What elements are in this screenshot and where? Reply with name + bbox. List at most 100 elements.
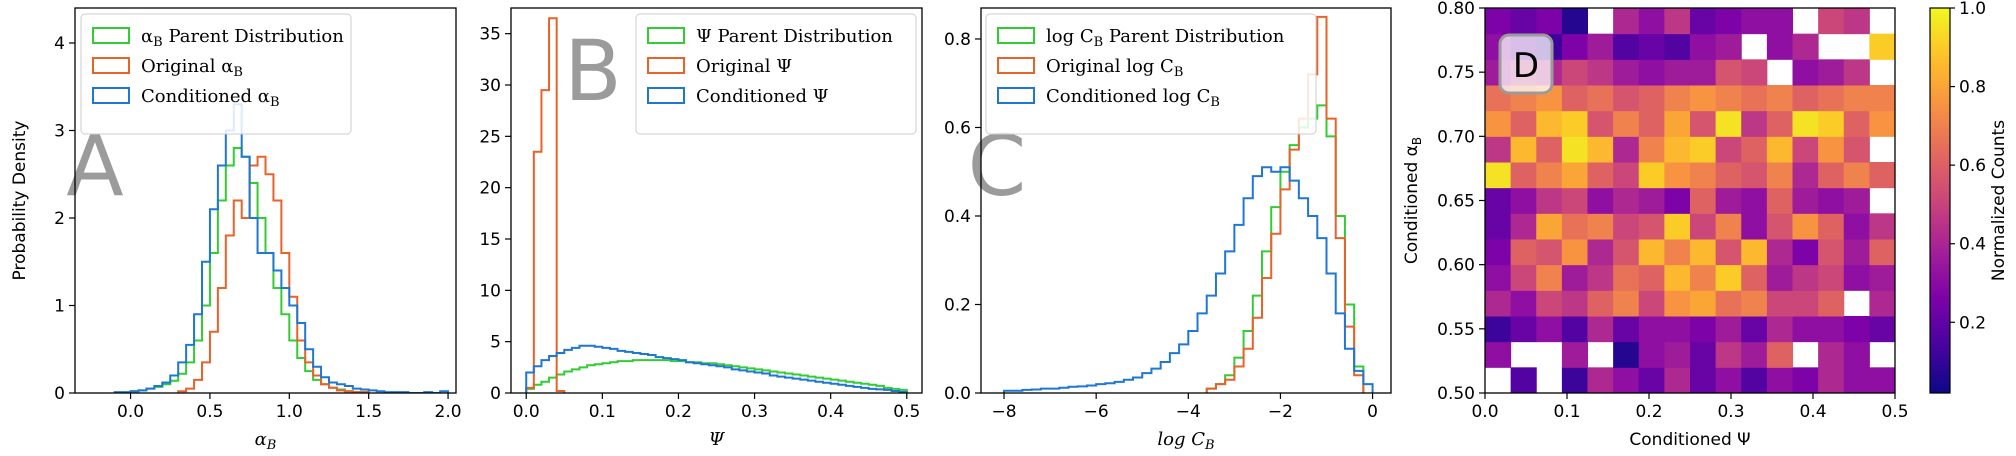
heatmap-cell (1587, 367, 1614, 394)
heatmap-cell (1818, 290, 1845, 317)
histogram-series (525, 359, 908, 393)
heatmap-cell (1741, 85, 1768, 112)
legend-entry: Conditioned αB​ (141, 86, 280, 110)
heatmap-cell (1664, 59, 1691, 86)
heatmap-cell (1690, 110, 1717, 137)
heatmap-cell (1792, 85, 1819, 112)
heatmap-cell (1664, 162, 1691, 189)
heatmap-cell (1792, 367, 1819, 394)
panel-letter-badge (1498, 33, 1554, 95)
heatmap-cell (1766, 136, 1793, 163)
heatmap-cell (1561, 110, 1588, 137)
heatmap-cell (1561, 213, 1588, 240)
heatmap-cell (1766, 316, 1793, 343)
heatmap-cell (1869, 367, 1896, 394)
heatmap-cell (1792, 59, 1819, 86)
legend-entry: Conditioned Ψ (696, 86, 829, 107)
y-axis-label: Probability Density (10, 121, 30, 281)
heatmap-cell (1766, 341, 1793, 368)
heatmap-cell (1613, 162, 1640, 189)
heatmap-cell (1638, 341, 1665, 368)
legend (635, 13, 917, 135)
heatmap-cell (1690, 290, 1717, 317)
heatmap-cell (1638, 187, 1665, 214)
histogram-series (1003, 166, 1374, 393)
heatmap-cell (1792, 213, 1819, 240)
heatmap-cell (1638, 162, 1665, 189)
heatmap-cell (1766, 264, 1793, 291)
x-tick-label: 0.3 (741, 402, 768, 422)
heatmap-cell (1613, 59, 1640, 86)
heatmap-cell (1741, 8, 1768, 35)
heatmap-cell (1561, 136, 1588, 163)
heatmap-cell (1869, 239, 1896, 266)
x-axis-label: log CB​ (1157, 429, 1214, 453)
y-tick-label: 30 (479, 76, 501, 96)
histogram-series (525, 17, 566, 393)
legend-swatch (647, 57, 685, 74)
legend (985, 13, 1317, 135)
y-tick-label: 0.60 (1437, 256, 1475, 276)
heatmap-cell (1843, 162, 1870, 189)
heatmap-cell (1690, 213, 1717, 240)
heatmap-cell (1690, 33, 1717, 60)
heatmap-cell (1638, 367, 1665, 394)
heatmap-cell (1561, 162, 1588, 189)
heatmap-cell (1818, 85, 1845, 112)
plot-frame (980, 7, 1392, 394)
legend-entry: Ψ Parent Distribution (696, 26, 893, 47)
heatmap-cell (1869, 316, 1896, 343)
x-tick-label: 2.0 (435, 402, 462, 422)
heatmap-cell (1843, 239, 1870, 266)
heatmap-cell (1485, 187, 1512, 214)
heatmap-cell (1715, 264, 1742, 291)
heatmap-cell (1869, 290, 1896, 317)
heatmap-cell (1869, 162, 1896, 189)
y-tick-label: 0.70 (1437, 127, 1475, 147)
colorbar-gradient (1929, 7, 1951, 394)
heatmap-cell (1613, 85, 1640, 112)
heatmap-cell (1561, 187, 1588, 214)
x-tick-label: −4 (1176, 402, 1201, 422)
heatmap-cell (1741, 316, 1768, 343)
heatmap-cell (1536, 213, 1563, 240)
heatmap-cell (1664, 316, 1691, 343)
x-tick-label: 0.1 (589, 402, 616, 422)
y-tick-label: 35 (479, 25, 501, 45)
heatmap-cell (1561, 367, 1588, 394)
x-tick-label: 1.0 (276, 402, 303, 422)
heatmap-cell (1613, 264, 1640, 291)
heatmap-cell (1485, 290, 1512, 317)
heatmap-cell (1587, 136, 1614, 163)
heatmap-cell (1766, 290, 1793, 317)
x-tick-label: 0.4 (1799, 402, 1826, 422)
x-tick-label: 0.4 (817, 402, 844, 422)
heatmap-cell (1613, 239, 1640, 266)
heatmap-cell (1690, 264, 1717, 291)
heatmap-cell (1741, 264, 1768, 291)
heatmap-cell (1587, 213, 1614, 240)
y-tick-label: 0.65 (1437, 192, 1475, 212)
heatmap-cell (1638, 136, 1665, 163)
heatmap-cell (1715, 59, 1742, 86)
x-tick-label: 0 (1367, 402, 1378, 422)
panel-letter: D (1513, 46, 1539, 86)
heatmap-cell (1690, 239, 1717, 266)
heatmap-cell (1690, 316, 1717, 343)
heatmap-cell (1587, 85, 1614, 112)
heatmap-cell (1766, 85, 1793, 112)
legend-swatch (997, 57, 1035, 74)
heatmap-cell (1613, 187, 1640, 214)
heatmap-cell (1664, 239, 1691, 266)
heatmap-cell (1664, 341, 1691, 368)
x-tick-label: 0.5 (1881, 402, 1908, 422)
heatmap-cell (1792, 290, 1819, 317)
heatmap-cell (1664, 136, 1691, 163)
heatmap-cell (1587, 110, 1614, 137)
heatmap-cell (1613, 316, 1640, 343)
heatmap-cell (1485, 264, 1512, 291)
x-tick-label: −6 (1084, 402, 1109, 422)
heatmap-cell (1818, 162, 1845, 189)
heatmap-cell (1843, 136, 1870, 163)
